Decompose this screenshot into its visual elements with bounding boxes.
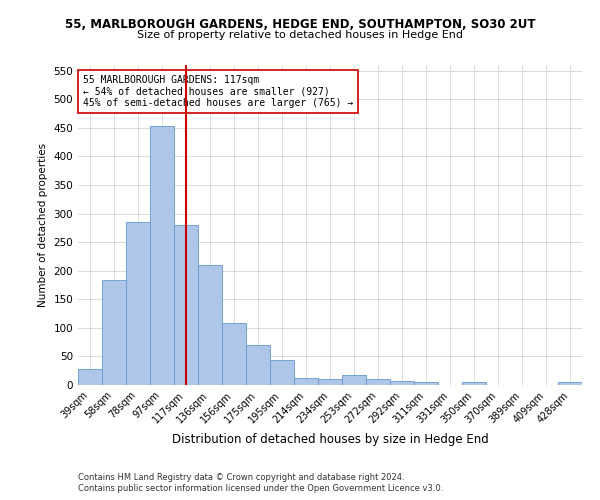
Bar	[102, 280, 126, 385]
Bar	[126, 222, 150, 385]
Text: Contains public sector information licensed under the Open Government Licence v3: Contains public sector information licen…	[78, 484, 443, 493]
Bar	[390, 381, 414, 385]
Bar	[342, 376, 366, 385]
Bar	[174, 225, 198, 385]
X-axis label: Distribution of detached houses by size in Hedge End: Distribution of detached houses by size …	[172, 433, 488, 446]
Bar	[222, 324, 246, 385]
Bar	[558, 382, 582, 385]
Bar	[366, 380, 390, 385]
Bar	[294, 378, 318, 385]
Bar	[462, 382, 486, 385]
Text: 55, MARLBOROUGH GARDENS, HEDGE END, SOUTHAMPTON, SO30 2UT: 55, MARLBOROUGH GARDENS, HEDGE END, SOUT…	[65, 18, 535, 30]
Bar	[150, 126, 174, 385]
Bar	[198, 265, 222, 385]
Bar	[318, 380, 342, 385]
Text: Size of property relative to detached houses in Hedge End: Size of property relative to detached ho…	[137, 30, 463, 40]
Bar	[414, 382, 438, 385]
Bar	[246, 345, 270, 385]
Bar	[270, 360, 294, 385]
Text: Contains HM Land Registry data © Crown copyright and database right 2024.: Contains HM Land Registry data © Crown c…	[78, 472, 404, 482]
Y-axis label: Number of detached properties: Number of detached properties	[38, 143, 48, 307]
Bar	[78, 369, 102, 385]
Text: 55 MARLBOROUGH GARDENS: 117sqm
← 54% of detached houses are smaller (927)
45% of: 55 MARLBOROUGH GARDENS: 117sqm ← 54% of …	[83, 74, 353, 108]
